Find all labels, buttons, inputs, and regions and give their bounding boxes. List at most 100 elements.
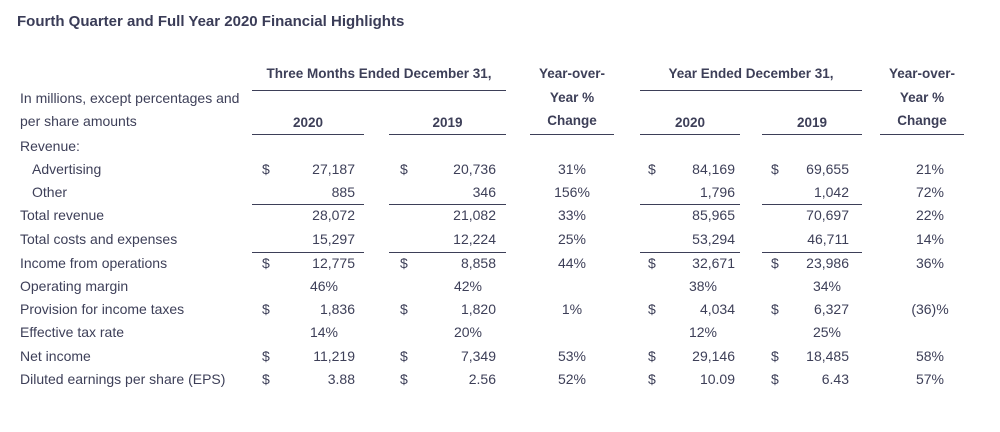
row-label: Total revenue [20, 207, 105, 223]
cell-y20: 10.09 [699, 371, 735, 387]
cell-y19: 18,485 [806, 348, 849, 364]
cell-y20: 32,671 [692, 255, 735, 271]
currency-symbol: $ [771, 301, 779, 317]
cell-q20: 885 [331, 184, 355, 200]
row-label: Net income [20, 348, 91, 364]
cell-quarter-change: 25% [557, 231, 587, 247]
currency-symbol: $ [262, 301, 270, 317]
header-rule-y19 [762, 134, 862, 135]
cell-y20: 53,294 [692, 231, 735, 247]
yoy-header-quarter: Change [547, 113, 597, 128]
cell-quarter-change: 52% [557, 371, 587, 387]
cell-quarter-change: 1% [561, 301, 583, 317]
cell-year-change: 72% [915, 184, 945, 200]
cell-q19: 8,858 [460, 255, 496, 271]
currency-symbol: $ [771, 161, 779, 177]
cell-q20: 27,187 [312, 161, 355, 177]
row-label: Other [32, 184, 68, 200]
cell-quarter-change: 44% [557, 255, 587, 271]
row-label: Total costs and expenses [20, 231, 178, 247]
currency-symbol: $ [400, 161, 408, 177]
cell-y19: 69,655 [806, 161, 849, 177]
currency-symbol: $ [262, 371, 270, 387]
currency-symbol: $ [648, 255, 656, 271]
header-rule-yoy-year [880, 134, 964, 135]
cell-q20: 12,775 [312, 255, 355, 271]
cell-q20: 11,219 [313, 348, 355, 364]
currency-symbol: $ [400, 301, 408, 317]
cell-year-change: 14% [915, 231, 945, 247]
row-label: Revenue: [20, 138, 80, 154]
cell-quarter-change: 53% [557, 348, 587, 364]
currency-symbol: $ [400, 348, 408, 364]
currency-symbol: $ [648, 348, 656, 364]
currency-symbol: $ [400, 255, 408, 271]
cell-q20: 3.88 [327, 371, 355, 387]
row-label: Provision for income taxes [20, 301, 185, 317]
header-rule-y20 [640, 134, 740, 135]
cell-y20: 84,169 [692, 161, 735, 177]
cell-y19: 34% [812, 278, 841, 294]
cell-q19: 346 [472, 184, 496, 200]
cell-y19: 23,986 [806, 255, 849, 271]
row-label: Income from operations [20, 255, 168, 271]
subtotal-rule-q20 [252, 204, 364, 205]
cell-quarter-change: 31% [557, 161, 587, 177]
cell-q20: 14% [309, 324, 338, 340]
row-label: Advertising [32, 161, 102, 177]
currency-symbol: $ [648, 161, 656, 177]
header-rule-year-ended [640, 90, 862, 91]
currency-symbol: $ [648, 371, 656, 387]
units-note: per share amounts [20, 113, 137, 129]
subtotal-rule-q20 [252, 252, 364, 253]
row-label: Operating margin [20, 278, 129, 294]
currency-symbol: $ [771, 255, 779, 271]
cell-y20: 1,796 [699, 184, 735, 200]
cell-q19: 42% [453, 278, 482, 294]
cell-q19: 21,082 [453, 207, 496, 223]
cell-q20: 46% [309, 278, 338, 294]
year-header-2019: 2019 [796, 115, 828, 130]
yoy-header-quarter: Year % [549, 90, 595, 105]
cell-y19: 6.43 [821, 371, 849, 387]
currency-symbol: $ [771, 348, 779, 364]
cell-year-change: 21% [915, 161, 945, 177]
yoy-header-year: Change [897, 113, 947, 128]
cell-q19: 7,349 [460, 348, 496, 364]
cell-y19: 70,697 [806, 207, 849, 223]
cell-q20: 15,297 [312, 231, 355, 247]
cell-q19: 2.56 [468, 371, 496, 387]
header-rule-three-months [252, 90, 506, 91]
currency-symbol: $ [648, 301, 656, 317]
header-rule-yoy-quarter [530, 134, 614, 135]
subtotal-rule-y19 [762, 204, 862, 205]
header-rule-q19 [389, 134, 506, 135]
cell-year-change: 22% [915, 207, 945, 223]
cell-q20: 1,836 [319, 301, 355, 317]
units-note: In millions, except percentages and [20, 90, 240, 106]
yoy-header-year: Year-over- [888, 66, 956, 81]
header-rule-q20 [252, 134, 364, 135]
year-header-2020: 2020 [292, 115, 324, 130]
cell-y20: 38% [688, 278, 717, 294]
column-group-three-months: Three Months Ended December 31, [266, 66, 492, 81]
cell-quarter-change: 156% [554, 184, 590, 200]
subtotal-rule-q19 [389, 204, 506, 205]
row-label: Diluted earnings per share (EPS) [20, 371, 226, 387]
currency-symbol: $ [262, 255, 270, 271]
cell-year-change: (36)% [911, 301, 949, 317]
page-title: Fourth Quarter and Full Year 2020 Financ… [17, 13, 405, 30]
currency-symbol: $ [400, 371, 408, 387]
cell-q19: 12,224 [453, 231, 496, 247]
row-label: Effective tax rate [20, 324, 125, 340]
cell-y19: 1,042 [813, 184, 849, 200]
cell-q19: 20,736 [453, 161, 496, 177]
cell-quarter-change: 33% [557, 207, 587, 223]
yoy-header-year: Year % [899, 90, 945, 105]
cell-q19: 1,820 [460, 301, 496, 317]
currency-symbol: $ [262, 161, 270, 177]
subtotal-rule-y20 [640, 252, 740, 253]
column-group-year-ended: Year Ended December 31, [668, 66, 834, 81]
cell-q19: 20% [453, 324, 482, 340]
cell-y19: 25% [812, 324, 841, 340]
